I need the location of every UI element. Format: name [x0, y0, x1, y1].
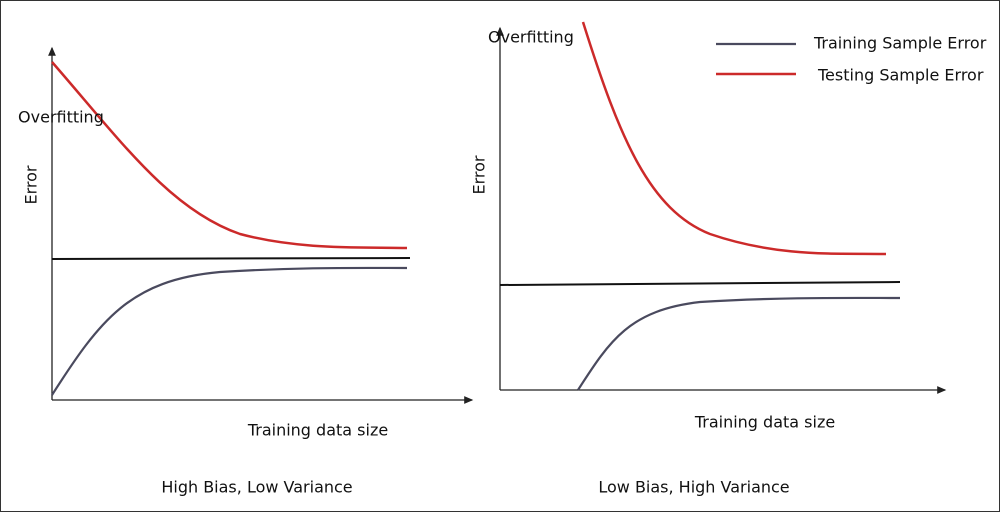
y-label: Error	[22, 165, 41, 204]
left-panel: Overfitting Error Training data size Hig…	[18, 46, 474, 497]
reference-line	[499, 281, 901, 286]
legend-label: Testing Sample Error	[817, 66, 984, 85]
y-label: Error	[470, 155, 489, 194]
testing-curve	[581, 21, 887, 256]
training-curve	[51, 266, 408, 396]
x-label: Training data size	[694, 413, 835, 432]
legend: Training Sample Error Testing Sample Err…	[716, 34, 987, 85]
x-label: Training data size	[247, 421, 388, 440]
caption: High Bias, Low Variance	[161, 478, 352, 497]
right-panel: Overfitting Error Training data size Low…	[470, 21, 947, 497]
annotation: Overfitting	[18, 108, 104, 127]
annotation: Overfitting	[488, 28, 574, 47]
training-curve	[577, 296, 901, 391]
legend-label: Training Sample Error	[813, 34, 987, 53]
reference-line	[51, 257, 411, 260]
testing-curve	[51, 61, 408, 250]
caption: Low Bias, High Variance	[598, 478, 789, 497]
